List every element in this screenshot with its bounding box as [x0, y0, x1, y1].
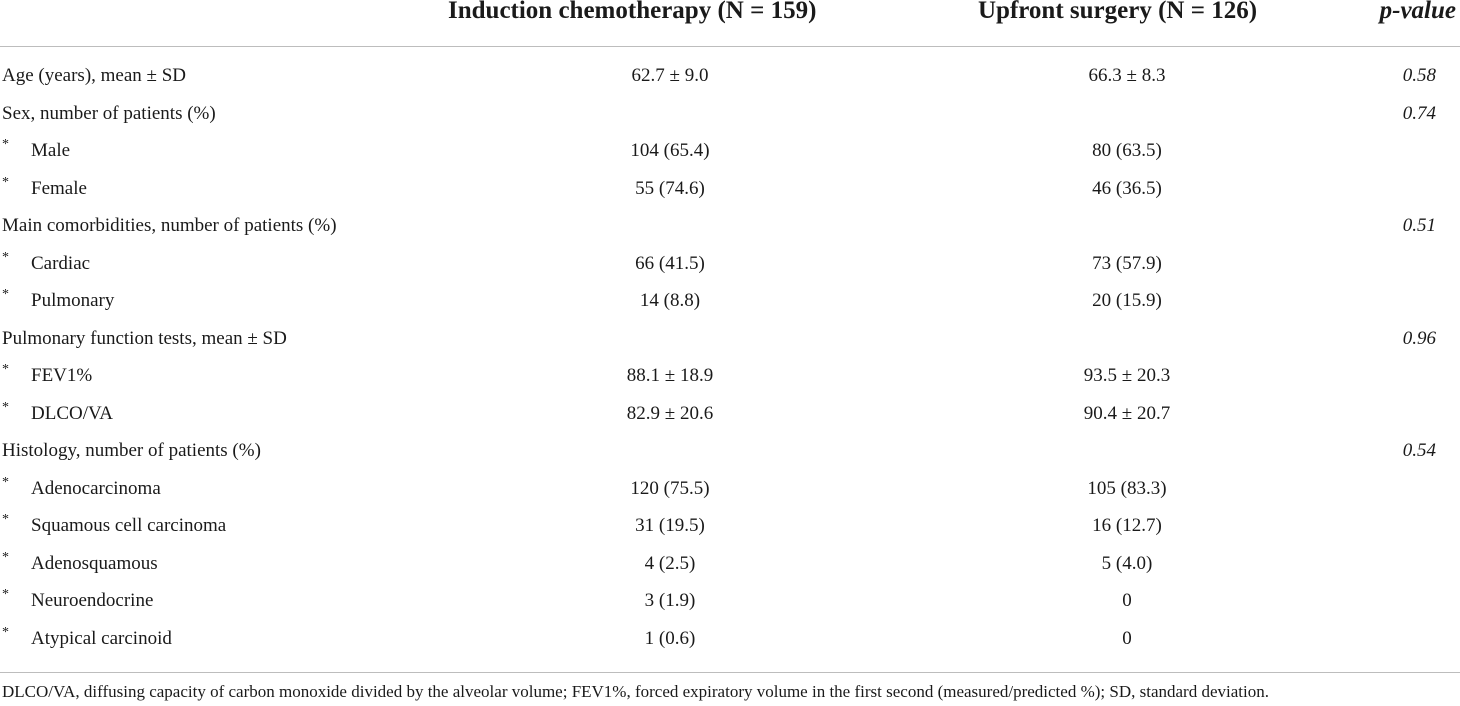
row-bullet: *	[2, 399, 9, 415]
cell-p-value: 0.74	[1402, 102, 1436, 124]
table-row: * Atypical carcinoid 1 (0.6) 0	[0, 620, 1460, 658]
cell-upfront: 105 (83.3)	[1087, 477, 1167, 499]
cell-induction: 55 (74.6)	[635, 177, 705, 199]
row-label: Adenosquamous	[31, 552, 158, 574]
table-row: * FEV1% 88.1 ± 18.9 93.5 ± 20.3	[0, 357, 1460, 395]
table-footnote: DLCO/VA, diffusing capacity of carbon mo…	[2, 682, 1269, 701]
table-row: Age (years), mean ± SD 62.7 ± 9.0 66.3 ± 8…	[0, 57, 1460, 95]
cell-induction: 120 (75.5)	[630, 477, 710, 499]
row-label: Adenocarcinoma	[31, 477, 161, 499]
table-row: * Neuroendocrine 3 (1.9) 0	[0, 582, 1460, 620]
cell-p-value: 0.58	[1402, 65, 1436, 86]
header-p-value: p-value	[1379, 0, 1456, 24]
row-label: Pulmonary	[31, 290, 115, 311]
cell-upfront: 66.3 ± 8.3	[1088, 65, 1166, 86]
row-label: DLCO/VA	[31, 402, 113, 424]
cell-induction: 31 (19.5)	[635, 515, 705, 536]
table-row: * Adenosquamous 4 (2.5) 5 (4.0)	[0, 545, 1460, 583]
cell-induction: 82.9 ± 20.6	[626, 402, 714, 424]
cell-upfront: 0	[1122, 590, 1132, 611]
row-label: Male	[31, 140, 71, 161]
row-label: Age (years), mean ± SD	[2, 65, 187, 86]
row-label: Main comorbidities, number of patients (…	[2, 215, 337, 236]
cell-induction: 14 (8.8)	[639, 290, 701, 311]
header-upfront-surgery: Upfront surgery (N = 126)	[978, 0, 1258, 24]
row-bullet: *	[2, 287, 9, 302]
row-label: Sex, number of patients (%)	[2, 102, 216, 124]
row-bullet: *	[2, 512, 9, 527]
row-label: Atypical carcinoid	[31, 627, 172, 649]
cell-upfront: 16 (12.7)	[1092, 515, 1162, 536]
cell-upfront: 93.5 ± 20.3	[1083, 365, 1171, 386]
table-row: * Squamous cell carcinoma 31 (19.5) 16 (12.…	[0, 507, 1460, 545]
table-body: Age (years), mean ± SD 62.7 ± 9.0 66.3 ± 8…	[0, 57, 1460, 657]
table-row: Main comorbidities, number of patients (…	[0, 207, 1460, 245]
row-bullet: *	[2, 174, 9, 190]
row-bullet: *	[2, 624, 9, 640]
table-row: * DLCO/VA 82.9 ± 20.6 90.4 ± 20.7	[0, 395, 1460, 433]
table-row: * Cardiac 66 (41.5) 73 (57.9)	[0, 245, 1460, 283]
row-bullet: *	[2, 549, 9, 565]
table-row: * Pulmonary 14 (8.8) 20 (15.9)	[0, 282, 1460, 320]
table-row: Histology, number of patients (%) 0.54	[0, 432, 1460, 470]
table-header: Induction chemotherapy (N = 159) Upfront…	[0, 0, 1460, 47]
cell-induction: 104 (65.4)	[630, 140, 710, 161]
data-table: Induction chemotherapy (N = 159) Upfront…	[0, 0, 1460, 649]
row-label: Neuroendocrine	[31, 590, 154, 611]
cell-induction: 66 (41.5)	[635, 252, 705, 274]
row-bullet: *	[2, 137, 9, 152]
row-label: Pulmonary function tests, mean ± SD	[2, 327, 287, 349]
cell-upfront: 5 (4.0)	[1101, 552, 1153, 574]
cell-induction: 62.7 ± 9.0	[631, 65, 709, 86]
cell-upfront: 73 (57.9)	[1092, 252, 1162, 274]
row-label: FEV1%	[31, 365, 93, 386]
cell-p-value: 0.54	[1402, 440, 1436, 461]
cell-p-value: 0.51	[1402, 215, 1436, 236]
cell-upfront: 20 (15.9)	[1092, 290, 1162, 311]
cell-induction: 1 (0.6)	[644, 627, 696, 649]
row-label: Cardiac	[31, 252, 91, 274]
row-bullet: *	[2, 587, 9, 602]
cell-induction: 88.1 ± 18.9	[626, 365, 714, 386]
row-label: Female	[31, 177, 87, 199]
row-bullet: *	[2, 362, 9, 377]
row-bullet: *	[2, 249, 9, 265]
table-row: * Female 55 (74.6) 46 (36.5)	[0, 170, 1460, 208]
cell-upfront: 46 (36.5)	[1092, 177, 1162, 199]
table-row: * Male 104 (65.4) 80 (63.5)	[0, 132, 1460, 170]
row-label: Squamous cell carcinoma	[31, 515, 227, 536]
cell-upfront: 90.4 ± 20.7	[1083, 402, 1171, 424]
cell-p-value: 0.96	[1402, 327, 1436, 349]
cell-induction: 3 (1.9)	[644, 590, 696, 611]
cell-induction: 4 (2.5)	[644, 552, 696, 574]
table-row: * Adenocarcinoma 120 (75.5) 105 (83.3)	[0, 470, 1460, 508]
row-bullet: *	[2, 474, 9, 490]
table-footer-divider	[0, 672, 1460, 673]
table-row: Pulmonary function tests, mean ± SD 0.96	[0, 320, 1460, 358]
table-row: Sex, number of patients (%) 0.74	[0, 95, 1460, 133]
cell-upfront: 80 (63.5)	[1092, 140, 1162, 161]
row-label: Histology, number of patients (%)	[2, 440, 261, 461]
cell-upfront: 0	[1122, 627, 1132, 649]
header-induction-chemotherapy: Induction chemotherapy (N = 159)	[448, 0, 817, 24]
